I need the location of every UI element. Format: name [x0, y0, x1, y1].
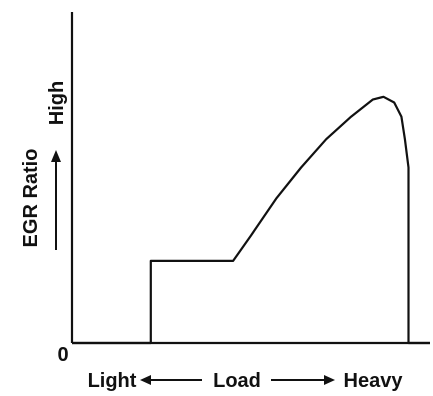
y-up-arrow: [51, 150, 61, 250]
x-left-arrow: [140, 375, 202, 385]
y-axis-label: EGR Ratio: [20, 149, 42, 248]
y-high-label: High: [46, 81, 68, 125]
x-low-label: Light: [88, 370, 137, 392]
origin-label: 0: [57, 344, 68, 366]
x-axis-label: Load: [213, 370, 261, 392]
x-right-arrow: [271, 375, 335, 385]
egr-ratio-curve: [72, 95, 430, 345]
x-high-label: Heavy: [344, 370, 404, 392]
